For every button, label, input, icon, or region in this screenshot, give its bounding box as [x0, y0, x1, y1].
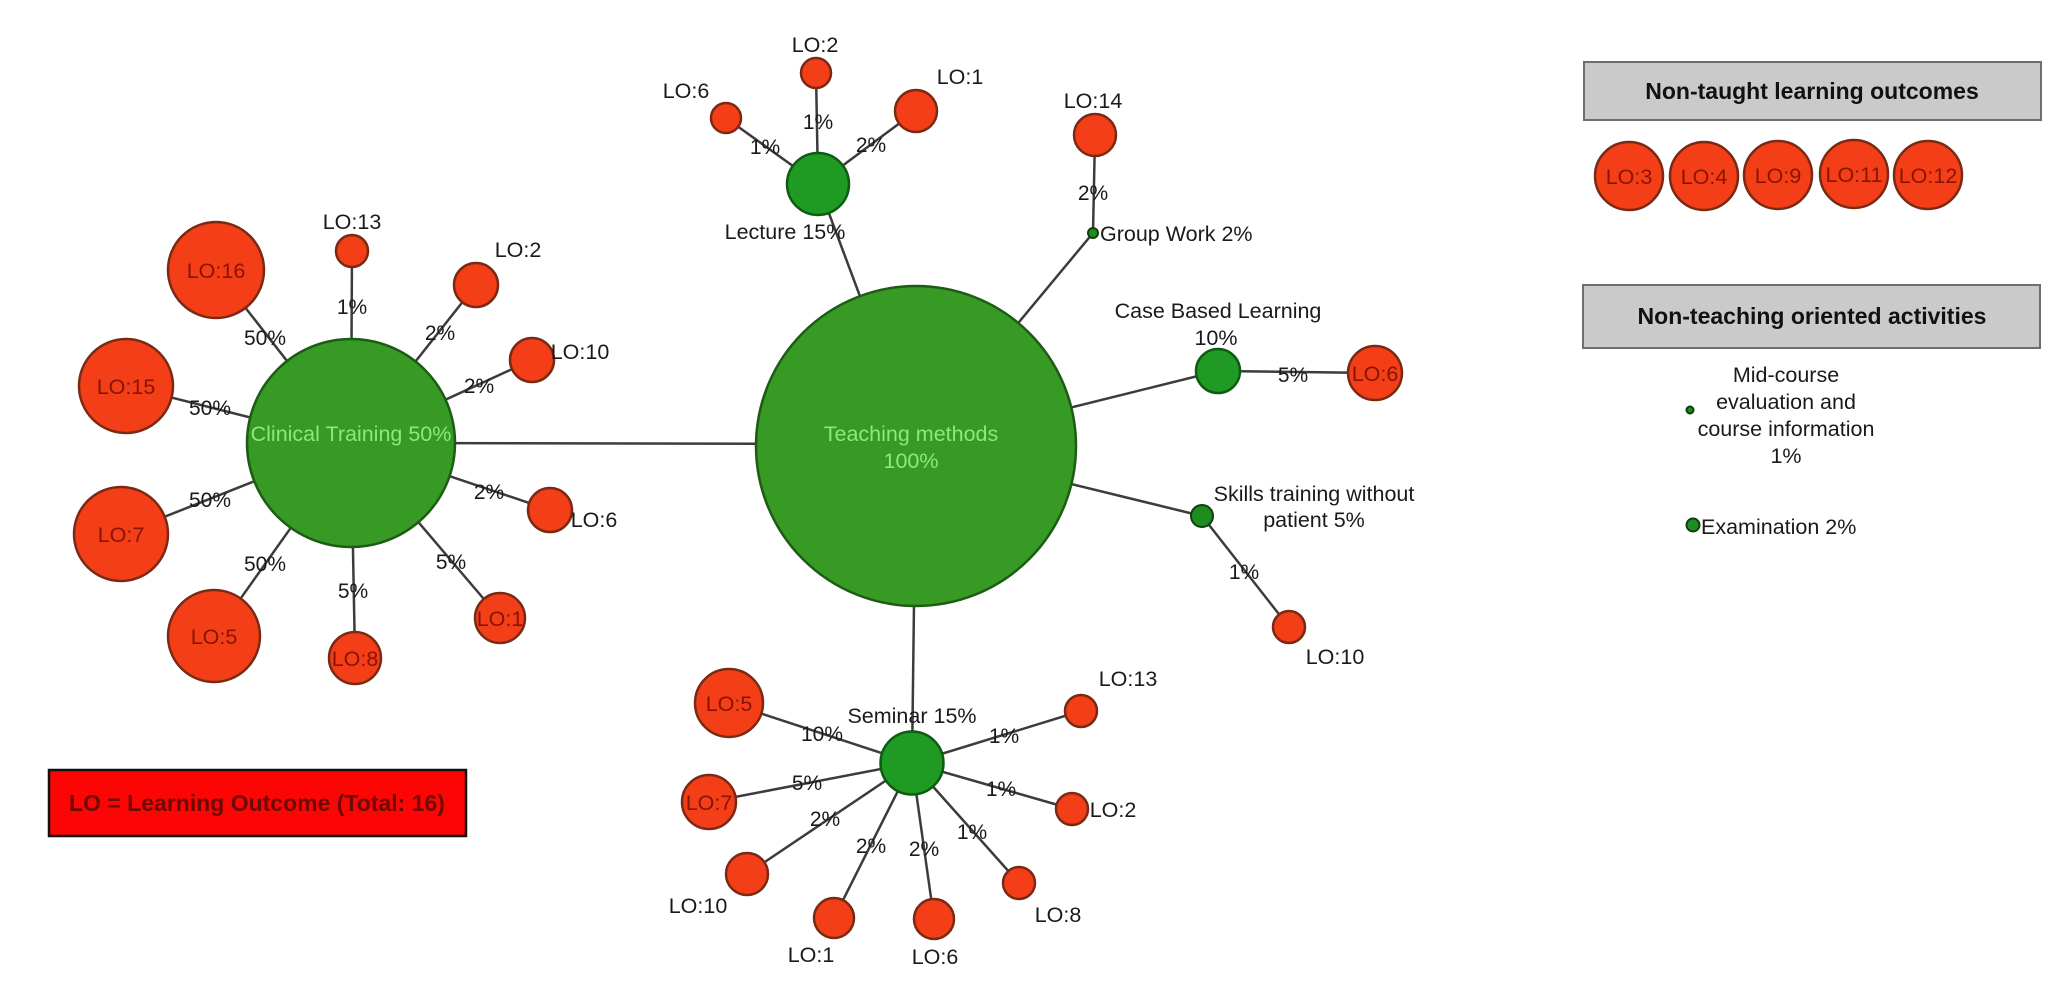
svg-text:LO:6: LO:6 [912, 945, 959, 969]
svg-text:LO:10: LO:10 [551, 340, 610, 364]
svg-text:Mid-course: Mid-course [1733, 363, 1839, 387]
svg-text:1%: 1% [337, 296, 367, 319]
svg-text:LO:8: LO:8 [332, 647, 379, 671]
svg-text:Case Based Learning: Case Based Learning [1115, 299, 1322, 323]
svg-text:Group Work 2%: Group Work 2% [1100, 222, 1253, 246]
svg-text:LO:5: LO:5 [706, 692, 753, 716]
svg-text:2%: 2% [856, 134, 886, 157]
svg-text:Clinical Training 50%: Clinical Training 50% [251, 422, 452, 446]
svg-text:1%: 1% [986, 778, 1016, 801]
svg-text:LO:6: LO:6 [663, 79, 710, 103]
svg-text:50%: 50% [244, 553, 286, 576]
svg-text:LO:10: LO:10 [669, 894, 728, 918]
svg-text:Lecture 15%: Lecture 15% [725, 220, 846, 244]
svg-text:evaluation and: evaluation and [1716, 390, 1856, 414]
svg-text:LO:1: LO:1 [937, 65, 984, 89]
svg-text:1%: 1% [989, 725, 1019, 748]
svg-text:LO:2: LO:2 [1090, 798, 1137, 822]
svg-text:2%: 2% [856, 835, 886, 858]
svg-text:5%: 5% [1278, 364, 1308, 387]
svg-text:5%: 5% [338, 580, 368, 603]
svg-text:LO:1: LO:1 [477, 607, 524, 631]
svg-text:LO:13: LO:13 [1099, 667, 1158, 691]
svg-text:LO = Learning Outcome (Total:: LO = Learning Outcome (Total: 16) [69, 790, 445, 816]
svg-text:Skills training without: Skills training without [1214, 482, 1415, 506]
svg-text:2%: 2% [909, 838, 939, 861]
svg-text:LO:7: LO:7 [98, 523, 145, 547]
svg-text:100%: 100% [884, 449, 939, 473]
svg-text:course information: course information [1698, 417, 1875, 441]
svg-text:10%: 10% [1194, 326, 1237, 350]
svg-text:2%: 2% [1078, 182, 1108, 205]
svg-text:LO:6: LO:6 [1352, 362, 1399, 386]
svg-text:Non-teaching oriented activiti: Non-teaching oriented activities [1638, 303, 1987, 329]
svg-text:LO:5: LO:5 [191, 625, 238, 649]
svg-text:5%: 5% [436, 551, 466, 574]
svg-text:LO:11: LO:11 [1826, 163, 1883, 187]
svg-text:2%: 2% [425, 322, 455, 345]
svg-text:LO:14: LO:14 [1064, 89, 1123, 113]
svg-text:LO:13: LO:13 [323, 210, 382, 234]
svg-text:LO:7: LO:7 [686, 791, 733, 815]
svg-text:LO:4: LO:4 [1681, 165, 1728, 189]
svg-text:50%: 50% [189, 489, 231, 512]
svg-text:5%: 5% [792, 772, 822, 795]
svg-text:patient 5%: patient 5% [1263, 508, 1365, 532]
svg-text:2%: 2% [474, 481, 504, 504]
svg-text:Examination 2%: Examination 2% [1701, 515, 1856, 539]
svg-text:Seminar 15%: Seminar 15% [847, 704, 976, 728]
svg-text:LO:10: LO:10 [1306, 645, 1365, 669]
svg-text:Teaching methods: Teaching methods [824, 422, 999, 446]
svg-text:LO:9: LO:9 [1755, 164, 1802, 188]
svg-text:50%: 50% [189, 397, 231, 420]
svg-text:1%: 1% [1770, 444, 1801, 468]
svg-text:Non-taught learning outcomes: Non-taught learning outcomes [1645, 78, 1979, 104]
svg-text:LO:1: LO:1 [788, 943, 835, 967]
svg-text:1%: 1% [803, 111, 833, 134]
svg-text:1%: 1% [750, 136, 780, 159]
svg-text:LO:8: LO:8 [1035, 903, 1082, 927]
svg-text:LO:16: LO:16 [187, 259, 246, 283]
svg-text:10%: 10% [801, 723, 843, 746]
svg-text:LO:2: LO:2 [792, 33, 839, 57]
svg-text:LO:6: LO:6 [571, 508, 618, 532]
svg-text:2%: 2% [810, 808, 840, 831]
svg-text:LO:3: LO:3 [1606, 165, 1653, 189]
svg-text:LO:12: LO:12 [1899, 164, 1958, 188]
svg-text:LO:2: LO:2 [495, 238, 542, 262]
svg-text:1%: 1% [1229, 561, 1259, 584]
svg-text:50%: 50% [244, 327, 286, 350]
svg-text:1%: 1% [957, 821, 987, 844]
svg-text:2%: 2% [464, 375, 494, 398]
svg-text:LO:15: LO:15 [97, 375, 156, 399]
